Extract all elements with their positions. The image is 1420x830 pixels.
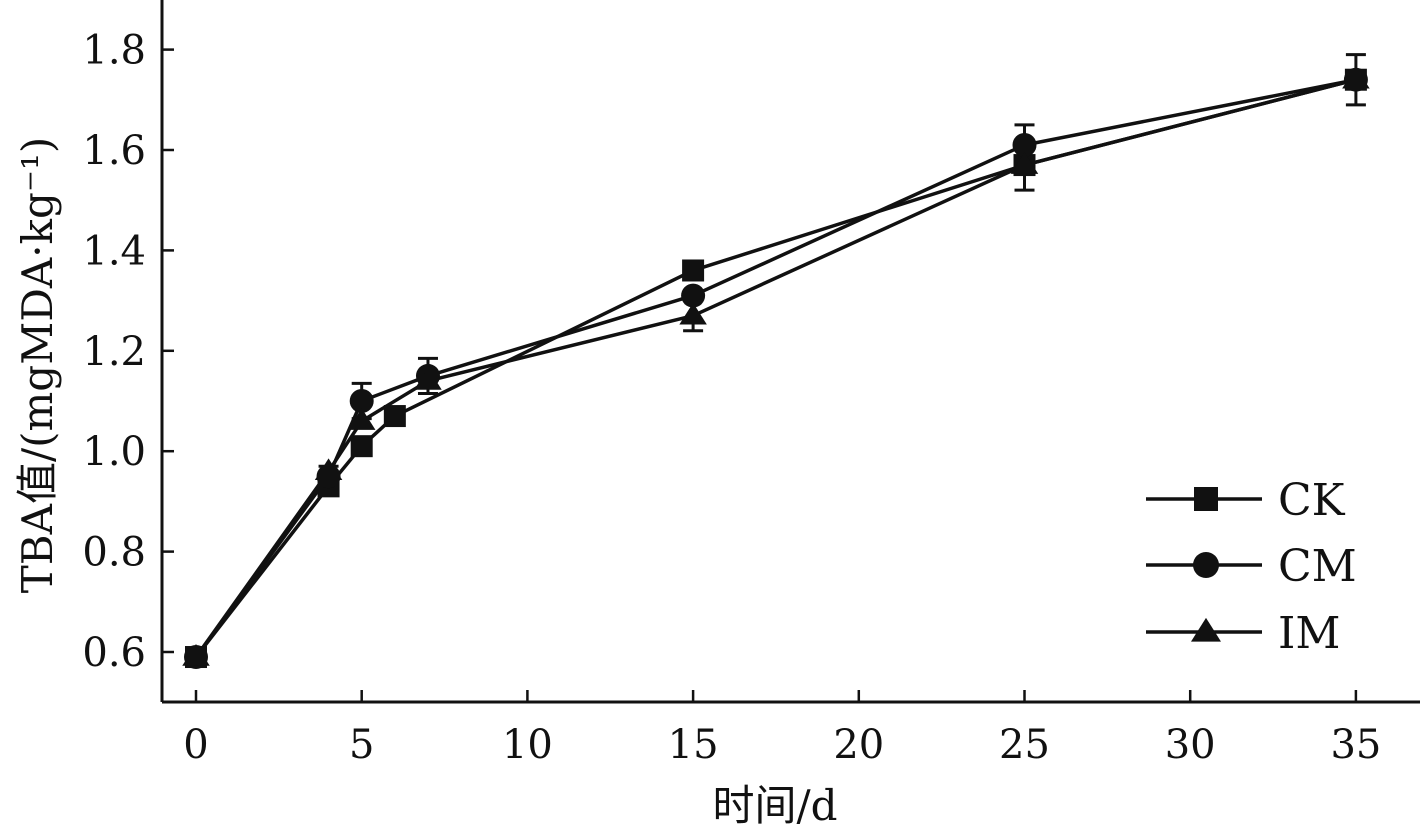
y-tick-label: 1.8 (82, 28, 146, 74)
data-point-im (1010, 152, 1039, 174)
x-tick-label: 10 (502, 722, 553, 768)
legend-marker-cm (1193, 552, 1219, 578)
data-point-im (182, 644, 210, 666)
series-line-ck (194, 78, 1357, 659)
legend-marker-im (1191, 617, 1221, 642)
data-point-cm (349, 389, 374, 413)
y-axis-title: TBA值/(mgMDA·kg⁻¹) (13, 137, 62, 594)
data-point-cm (1012, 132, 1037, 157)
x-axis-title: 时间/d (712, 781, 837, 830)
series-line-cm (194, 78, 1357, 659)
data-point-ck (383, 405, 406, 428)
y-tick-label: 1.0 (82, 429, 146, 475)
y-tick-label: 1.4 (82, 228, 146, 274)
data-point-im (314, 458, 343, 481)
x-tick-label: 35 (1330, 722, 1381, 768)
series-lines (194, 78, 1357, 659)
x-tick-label: 15 (668, 722, 719, 768)
data-point-im (1342, 66, 1370, 89)
legend-marker-ck (1194, 487, 1218, 511)
data-point-cm (681, 283, 706, 308)
y-tick-label: 1.2 (82, 329, 146, 375)
data-point-ck (350, 435, 373, 458)
y-tick-label: 0.8 (82, 530, 146, 576)
legend-label-cm: CM (1278, 541, 1357, 592)
legend-label-im: IM (1278, 608, 1340, 659)
series-markers (182, 66, 1370, 670)
data-point-ck (682, 259, 705, 282)
series-line-im (194, 78, 1357, 659)
x-tick-label: 30 (1165, 722, 1216, 768)
legend-label-ck: CK (1278, 475, 1346, 526)
y-tick-label: 0.6 (82, 630, 146, 676)
y-tick-label: 1.6 (82, 128, 146, 174)
x-tick-label: 0 (183, 722, 208, 768)
data-point-im (679, 302, 707, 325)
x-tick-label: 25 (999, 722, 1050, 768)
x-tick-label: 20 (833, 722, 884, 768)
legend: CK CM IM (1146, 475, 1357, 659)
data-point-im (347, 408, 376, 430)
ticks: 0 5 10 15 20 25 30 35 0.6 0.8 1.0 1.2 1.4 1.6 1.8 (82, 28, 1381, 768)
x-tick-label: 5 (349, 722, 374, 768)
data-point-im (414, 367, 442, 390)
